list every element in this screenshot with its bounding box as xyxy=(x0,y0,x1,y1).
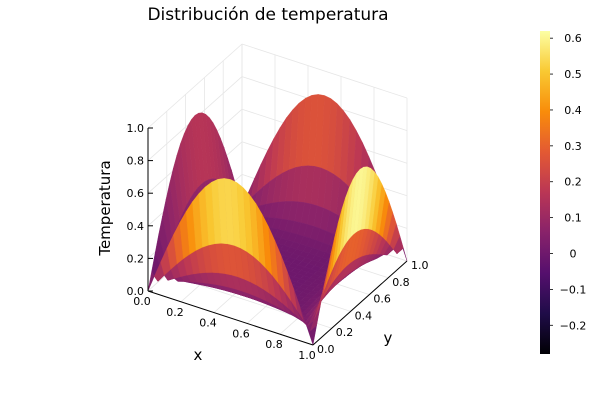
x-tick-label: 0.0 xyxy=(133,295,151,308)
z-tick-label: 0.8 xyxy=(127,155,145,168)
y-tick-label: 0.2 xyxy=(336,326,354,339)
x-tick-label: 0.2 xyxy=(166,306,184,319)
z-tick-label: 0.0 xyxy=(127,285,145,298)
y-axis-label: y xyxy=(384,329,393,347)
surface xyxy=(147,94,408,346)
colorbar-tick-label: −0.2 xyxy=(560,319,587,332)
colorbar-tick-label: 0.6 xyxy=(564,32,582,45)
colorbar-tick-label: 0.2 xyxy=(564,176,582,189)
colorbar-tick-label: 0.4 xyxy=(564,104,582,117)
axes: 0.00.20.40.60.81.00.00.20.40.60.81.0 0.00… xyxy=(127,122,429,362)
x-tick-label: 1.0 xyxy=(298,349,316,362)
x-tick-label: 0.4 xyxy=(199,317,217,330)
chart-title: Distribución de temperatura xyxy=(147,5,388,25)
y-tick-label: 0.0 xyxy=(317,343,335,356)
z-axis-label: Temperatura xyxy=(96,160,114,256)
colorbar-tick-label: 0.1 xyxy=(564,212,582,225)
z-tick-label: 0.4 xyxy=(127,220,145,233)
z-tick-label: 0.2 xyxy=(127,252,145,265)
y-tick-label: 0.6 xyxy=(373,293,391,306)
colorbar: −0.2 −0.1 0 0.1 0.2 0.3 0.4 0.5 0.6 xyxy=(540,31,586,354)
x-tick-label: 0.6 xyxy=(232,327,250,340)
colorbar-gradient xyxy=(540,31,550,354)
x-tick-label: 0.8 xyxy=(265,338,283,351)
colorbar-tick-label: 0.3 xyxy=(564,140,582,153)
z-tick-label: 0.6 xyxy=(127,187,145,200)
z-tick-label: 1.0 xyxy=(127,122,145,135)
y-tick-label: 0.4 xyxy=(355,309,373,322)
colorbar-tick-label: 0 xyxy=(570,248,577,261)
y-tick-label: 0.8 xyxy=(392,276,410,289)
x-axis-label: x xyxy=(194,346,203,364)
colorbar-tick-label: −0.1 xyxy=(560,283,587,296)
colorbar-tick-label: 0.5 xyxy=(564,68,582,81)
y-tick-label: 1.0 xyxy=(411,259,429,272)
